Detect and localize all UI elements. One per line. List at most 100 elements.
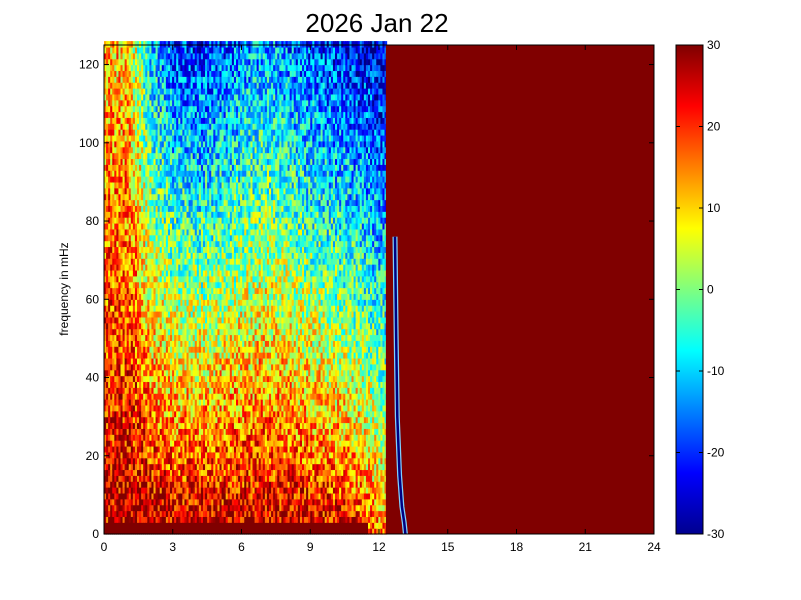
heatmap-cell [172,105,175,113]
heatmap-cell [124,399,128,406]
heatmap-cell [118,46,122,54]
heatmap-cell [161,316,165,324]
heatmap-cell [118,445,122,453]
heatmap-cell [151,393,155,400]
heatmap-cell [167,199,171,206]
heatmap-cell [176,528,179,535]
heatmap-cell [178,487,181,494]
heatmap-cell [180,440,183,447]
heatmap-cell [106,187,109,195]
heatmap-cell [190,134,194,142]
heatmap-cell [161,146,165,154]
heatmap-cell [178,305,181,312]
heatmap-cell [134,76,138,83]
heatmap-cell [176,46,179,54]
heatmap-cell [172,217,175,224]
heatmap-cell [151,316,155,324]
heatmap-cell [137,375,140,383]
heatmap-cell [114,387,117,394]
heatmap-cell [134,217,138,224]
heatmap-cell [165,187,169,195]
heatmap-cell [151,410,155,418]
heatmap-cell [170,140,173,148]
heatmap-cell [176,246,179,253]
heatmap-cell [176,64,179,72]
heatmap-cell [157,469,161,476]
heatmap-cell [143,88,146,95]
heatmap-cell [128,76,132,83]
heatmap-cell [184,129,188,136]
heatmap-cell [134,487,138,494]
heatmap-cell [161,469,165,476]
heatmap-cell [170,258,173,265]
heatmap-cell [132,528,136,535]
heatmap-cell [116,410,120,418]
heatmap-cell [118,52,122,60]
heatmap-cell [178,422,181,429]
heatmap-cell [139,352,142,359]
heatmap-cell [114,246,117,253]
heatmap-cell [167,252,171,259]
heatmap-cell [170,375,173,383]
heatmap-cell [151,223,155,230]
heatmap-cell [106,434,109,441]
heatmap-cell [128,199,132,206]
heatmap-cell [137,76,140,83]
heatmap-cell [153,528,157,535]
heatmap-cell [182,346,186,353]
heatmap-cell [143,498,146,506]
heatmap-cell [147,492,150,500]
heatmap-cell [182,269,186,277]
heatmap-cell [116,140,120,148]
heatmap-cell [110,346,113,353]
heatmap-cell [124,387,128,394]
heatmap-cell [114,528,117,535]
heatmap-cell [159,199,163,206]
heatmap-cell [114,41,117,48]
heatmap-cell [155,41,159,48]
heatmap-cell [188,64,192,72]
heatmap-cell [143,451,146,459]
heatmap-cell [106,52,109,60]
heatmap-cell [134,234,138,242]
heatmap-cell [106,492,109,500]
heatmap-cell [122,240,126,248]
heatmap-cell [134,463,138,471]
heatmap-cell [143,70,146,77]
heatmap-cell [106,428,109,435]
heatmap-cell [161,504,165,512]
heatmap-cell [174,140,177,148]
heatmap-cell [182,88,186,95]
heatmap-cell [174,111,177,118]
heatmap-cell [106,41,109,48]
heatmap-cell [120,134,124,142]
heatmap-cell [114,264,117,271]
heatmap-cell [153,316,157,324]
heatmap-cell [120,393,124,400]
heatmap-cell [141,82,144,89]
heatmap-cell [176,311,179,318]
heatmap-cell [145,428,148,435]
heatmap-cell [151,299,155,306]
heatmap-cell [159,504,163,512]
heatmap-cell [153,375,157,383]
heatmap-cell [170,269,173,277]
heatmap-cell [110,334,113,341]
heatmap-cell [151,510,155,517]
heatmap-cell [122,211,126,218]
heatmap-cell [163,369,167,377]
heatmap-cell [182,293,186,300]
heatmap-cell [110,322,113,330]
heatmap-cell [139,469,142,476]
heatmap-cell [126,481,130,488]
heatmap-cell [153,510,157,517]
heatmap-cell [143,422,146,429]
heatmap-cell [141,240,144,248]
heatmap-cell [145,64,148,72]
heatmap-cell [130,199,134,206]
heatmap-cell [118,381,122,388]
heatmap-cell [128,41,132,48]
heatmap-cell [157,381,161,388]
heatmap-cell [151,252,155,259]
heatmap-cell [178,510,181,517]
